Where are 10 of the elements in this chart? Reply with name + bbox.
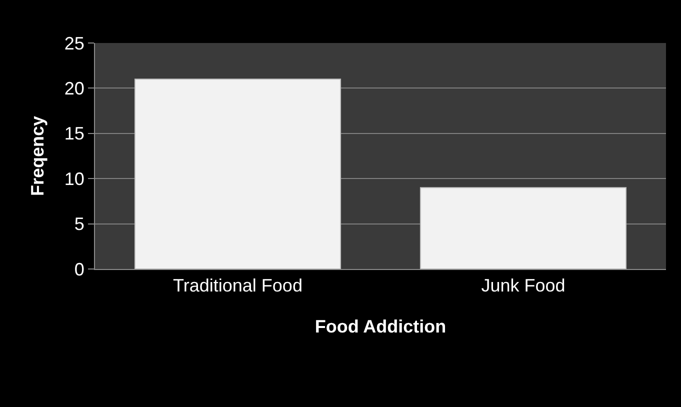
y-tick-label: 0 bbox=[74, 259, 84, 280]
y-tick-label: 20 bbox=[64, 78, 84, 98]
y-tick-label: 15 bbox=[64, 124, 84, 144]
x-tick-label: Traditional Food bbox=[173, 276, 302, 296]
y-tick-label: 5 bbox=[74, 214, 84, 234]
x-axis-title: Food Addiction bbox=[314, 316, 446, 337]
x-tick-label: Junk Food bbox=[481, 276, 566, 296]
y-tick-label: 10 bbox=[64, 168, 84, 189]
y-axis-title: Freqency bbox=[28, 116, 48, 196]
y-tick-label: 25 bbox=[64, 33, 84, 54]
